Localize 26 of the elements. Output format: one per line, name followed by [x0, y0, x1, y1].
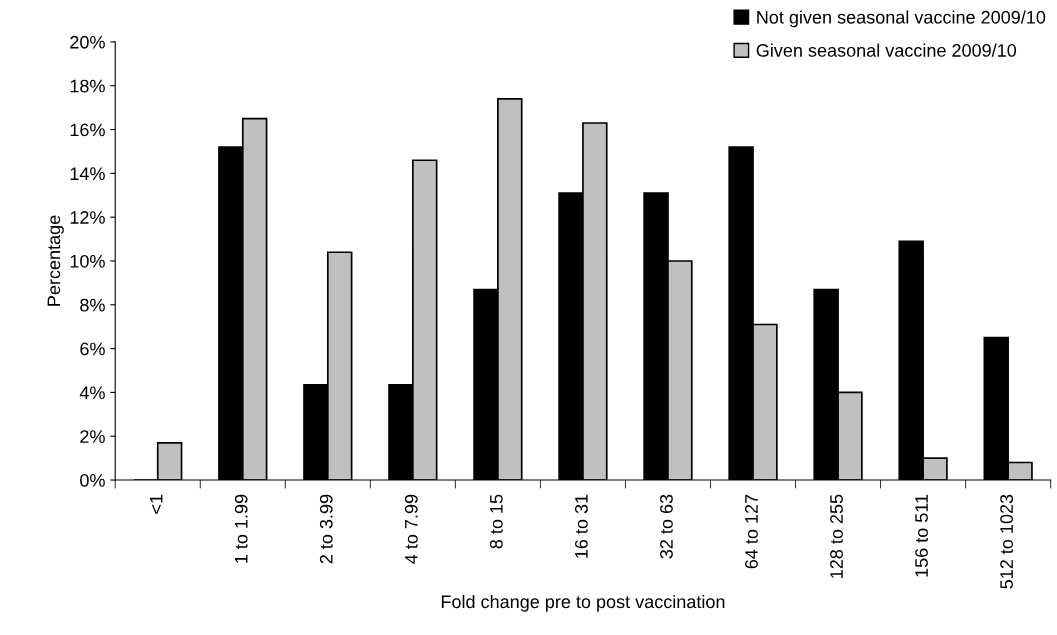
x-tick-label: <1	[149, 494, 163, 514]
x-tick-label: 8 to 15	[489, 494, 503, 549]
y-tick-label: 4%	[79, 386, 105, 400]
x-axis-title: Fold change pre to post vaccination	[441, 594, 725, 612]
legend-label: Given seasonal vaccine 2009/10	[756, 43, 1017, 57]
x-tick-label: 156 to 511	[915, 494, 928, 577]
y-tick-label: 0%	[80, 473, 105, 487]
y-axis-title: Percentage	[47, 215, 64, 306]
y-tick-label: 2%	[80, 430, 105, 443]
x-tick-label: 1 to 1.99	[234, 494, 248, 563]
y-tick-label: 18%	[70, 79, 105, 93]
y-tick-label: 16%	[70, 123, 105, 137]
y-tick-label: 8%	[80, 298, 105, 312]
y-tick-label: 14%	[70, 167, 105, 180]
x-tick-label: 128 to 255	[830, 494, 843, 578]
x-tick-label: 64 to 127	[745, 494, 758, 569]
y-tick-label: 12%	[70, 211, 105, 224]
x-tick-label: 512 to 1023	[1000, 494, 1013, 589]
y-tick-label: 6%	[80, 342, 105, 356]
x-tick-label: 16 to 31	[575, 494, 588, 558]
y-tick-label: 20%	[70, 35, 105, 49]
x-tick-label: 2 to 3.99	[319, 494, 333, 564]
x-tick-label: 4 to 7.99	[404, 494, 418, 564]
x-tick-label: 32 to 63	[660, 494, 673, 559]
legend-label: Not given seasonal vaccine 2009/10	[757, 10, 1046, 28]
y-tick-label: 10%	[70, 254, 105, 268]
